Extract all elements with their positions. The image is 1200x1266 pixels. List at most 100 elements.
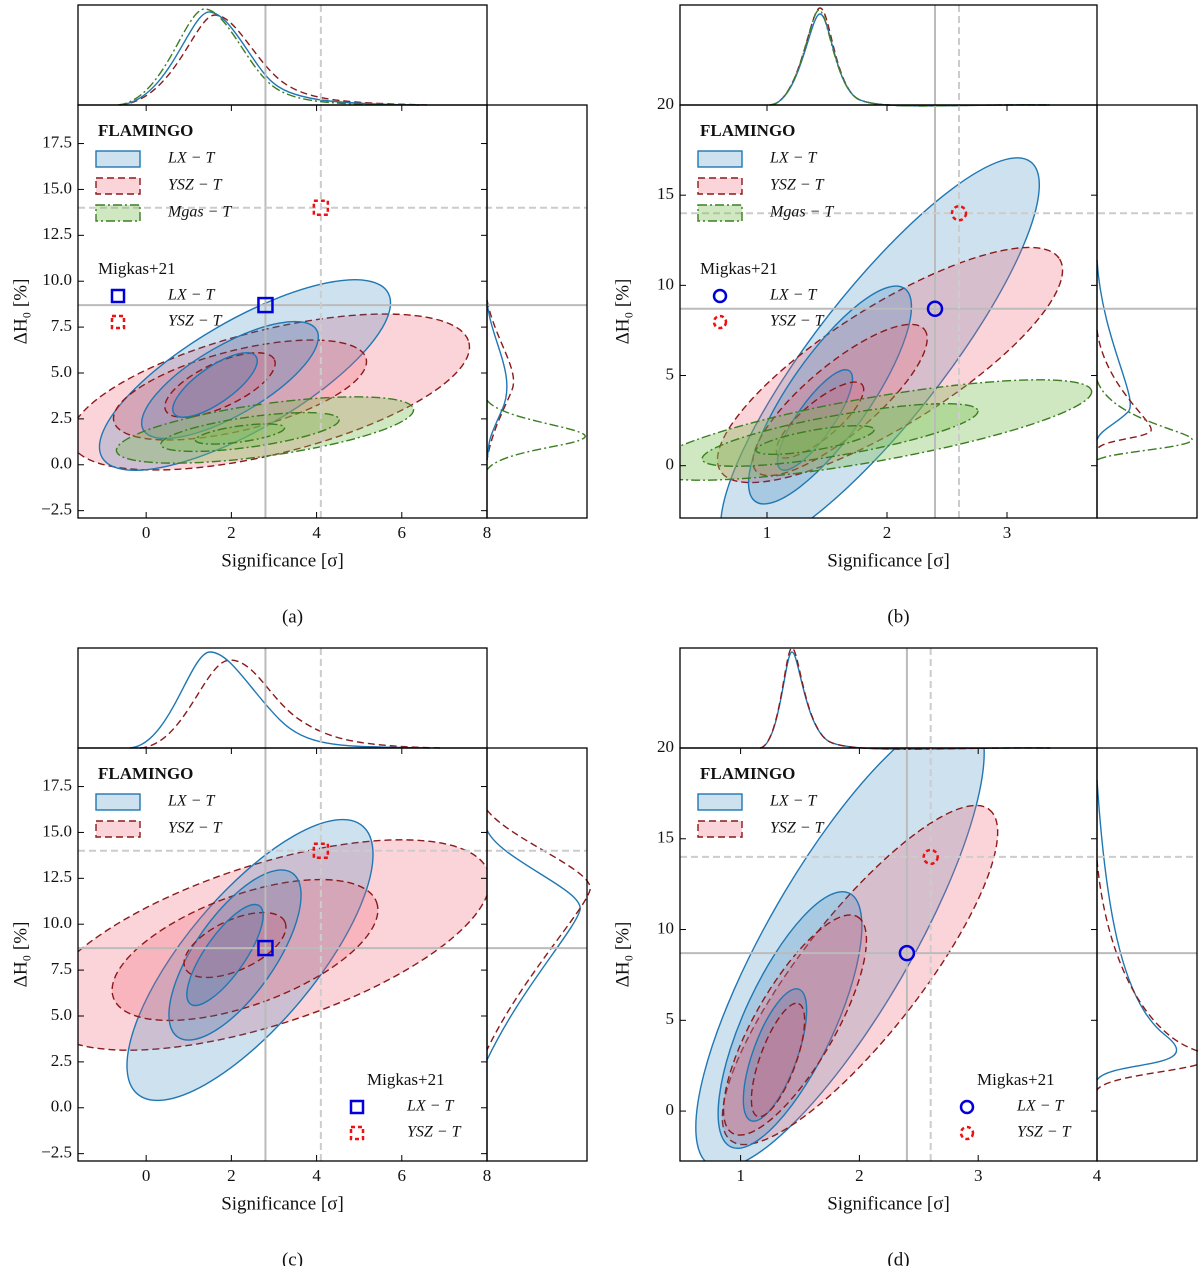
- x-tick-label: 2: [227, 1166, 236, 1185]
- contour: [750, 1002, 806, 1118]
- marginal-curve: [1096, 779, 1177, 1081]
- legend-patch: [697, 793, 743, 811]
- contour: [716, 246, 1064, 484]
- y-tick-label: 10: [657, 274, 674, 293]
- contour: [194, 423, 286, 445]
- legend-label: YSZ − T: [1017, 1124, 1072, 1141]
- x-tick-label: 1: [736, 1166, 745, 1185]
- legend-marker: [959, 1099, 975, 1115]
- x-tick-label: 0: [142, 1166, 151, 1185]
- legend-label: YSZ − T: [770, 177, 825, 194]
- contour: [111, 878, 379, 1022]
- legend-patch: [95, 204, 141, 222]
- legend-label: LX − T: [1016, 1098, 1064, 1115]
- legend-marker: [349, 1125, 365, 1141]
- axes-frame: [1096, 104, 1198, 519]
- y-tick-label: 2.5: [51, 408, 72, 427]
- contour: [160, 411, 340, 453]
- marginals: [759, 647, 1200, 1091]
- marginal-curve: [759, 647, 1051, 750]
- legend-label: YSZ − T: [168, 177, 223, 194]
- legend-label: LX − T: [167, 150, 215, 167]
- y-axis-label: ΔH₀ [%]: [612, 279, 633, 345]
- axes-frame: [77, 4, 488, 106]
- y-tick-label: 20: [657, 737, 674, 756]
- marginal-curve: [759, 651, 1051, 750]
- legend-title: FLAMINGO: [98, 764, 193, 783]
- marginals: [129, 651, 591, 1061]
- legend-title: FLAMINGO: [700, 121, 795, 140]
- marginal-curve: [486, 399, 586, 471]
- contour: [721, 804, 999, 1146]
- y-tick-label: 0.0: [51, 454, 72, 473]
- y-tick-label: 20: [657, 94, 674, 113]
- marginal-curve: [119, 11, 421, 106]
- legend-patch: [95, 150, 141, 168]
- y-tick-label: 5: [666, 1009, 675, 1028]
- contour: [680, 379, 1093, 481]
- y-tick-label: 7.5: [51, 959, 72, 978]
- contours: [78, 279, 471, 471]
- x-tick-label: 1: [763, 523, 772, 542]
- y-tick-label: 10.0: [42, 913, 72, 932]
- marginal-curve: [486, 809, 591, 1051]
- legend-title: FLAMINGO: [700, 764, 795, 783]
- axes-frame: [1096, 747, 1198, 1162]
- y-axis-label: ΔH₀ [%]: [10, 922, 31, 988]
- marker: [922, 848, 939, 866]
- contour: [168, 869, 302, 1041]
- y-tick-label: 7.5: [51, 316, 72, 335]
- y-tick-label: 17.5: [42, 132, 72, 151]
- marginal-curve: [1096, 379, 1193, 461]
- contours: [695, 748, 999, 1161]
- x-tick-label: 2: [855, 1166, 864, 1185]
- legend-marker: [712, 314, 728, 330]
- y-axis-label: ΔH₀ [%]: [612, 922, 633, 988]
- y-tick-label: −2.5: [41, 1143, 72, 1162]
- marginal-curve: [486, 299, 515, 461]
- legend-title: Migkas+21: [977, 1070, 1055, 1089]
- legend-label: Mgas − T: [769, 204, 834, 221]
- legend-label: YSZ − T: [407, 1124, 462, 1141]
- marker: [898, 944, 916, 962]
- legend-patch: [697, 820, 743, 838]
- y-tick-label: 15: [657, 828, 674, 847]
- legend-patch: [697, 204, 743, 222]
- legend-label: LX − T: [769, 150, 817, 167]
- legend-patch: [697, 177, 743, 195]
- legend-label: LX − T: [167, 287, 215, 304]
- y-tick-label: 5.0: [51, 362, 72, 381]
- legend-label: YSZ − T: [168, 313, 223, 330]
- legend-title: Migkas+21: [98, 259, 176, 278]
- legend-title: Migkas+21: [700, 259, 778, 278]
- marginal-curve: [769, 13, 1051, 107]
- y-tick-label: 5.0: [51, 1005, 72, 1024]
- y-tick-label: 10.0: [42, 270, 72, 289]
- axes-frame: [77, 647, 488, 749]
- marker: [257, 939, 274, 957]
- x-axis-label: Significance [σ]: [221, 1193, 344, 1214]
- y-tick-label: −2.5: [41, 500, 72, 519]
- legend-label: LX − T: [406, 1098, 454, 1115]
- axes-frame: [679, 4, 1098, 106]
- contour: [140, 320, 320, 440]
- contour: [695, 748, 985, 1161]
- y-tick-label: 12.5: [42, 867, 72, 886]
- contour: [722, 914, 868, 1136]
- marker: [312, 199, 330, 217]
- marginal-curve: [486, 299, 508, 461]
- marginal-curve: [1096, 329, 1152, 451]
- legend-title: Migkas+21: [367, 1070, 445, 1089]
- y-tick-label: 15.0: [42, 178, 72, 197]
- caption: (c): [282, 1249, 303, 1266]
- legend-label: YSZ − T: [770, 820, 825, 837]
- x-tick-label: 2: [227, 523, 236, 542]
- contour: [186, 903, 264, 1007]
- contour: [112, 339, 368, 441]
- marginals: [117, 8, 586, 471]
- y-tick-label: 5: [666, 364, 675, 383]
- x-tick-label: 6: [398, 523, 407, 542]
- x-tick-label: 4: [312, 1166, 321, 1185]
- contours: [680, 157, 1093, 518]
- legend-patch: [95, 793, 141, 811]
